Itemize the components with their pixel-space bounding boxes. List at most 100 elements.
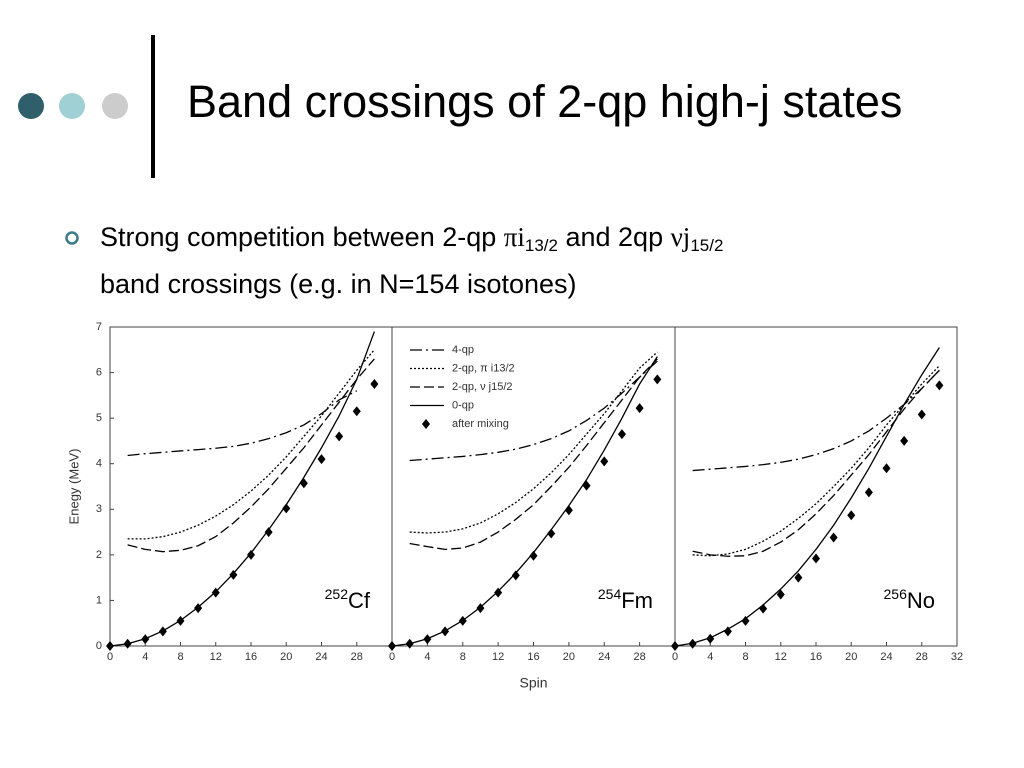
- data-point: [864, 487, 873, 498]
- series-line: [692, 365, 940, 557]
- data-point: [812, 553, 820, 564]
- x-tick-label: 16: [810, 651, 822, 663]
- series-line: [391, 356, 658, 647]
- x-tick-label: 4: [142, 651, 148, 663]
- subscript: 13/2: [524, 236, 558, 255]
- data-point: [776, 589, 785, 600]
- x-tick-label: 28: [634, 651, 646, 663]
- series-line: [692, 369, 940, 557]
- legend-marker: [422, 419, 430, 429]
- data-point: [706, 633, 715, 644]
- element-symbol: Cf: [348, 588, 371, 613]
- x-tick-label: 4: [424, 651, 430, 663]
- legend-label: 0-qp: [452, 399, 474, 411]
- data-point: [511, 570, 520, 581]
- data-point: [917, 409, 926, 420]
- data-point: [759, 603, 768, 614]
- data-point: [106, 641, 114, 651]
- series-line: [409, 360, 658, 462]
- data-point: [458, 615, 467, 626]
- decor-dot: [18, 93, 44, 119]
- bullet-line: band crossings (e.g. in N=154 isotones): [100, 269, 577, 299]
- x-tick-label: 28: [916, 651, 928, 663]
- data-point: [494, 587, 503, 598]
- data-point: [229, 569, 238, 580]
- data-point: [547, 528, 556, 539]
- x-tick-label: 8: [742, 651, 748, 663]
- legend-label: 2-qp, π i13/2: [452, 362, 515, 374]
- data-point: [635, 403, 644, 414]
- data-point: [370, 378, 379, 389]
- x-tick-label: 16: [245, 651, 257, 663]
- data-point: [882, 463, 891, 474]
- y-tick-label: 0: [96, 640, 102, 652]
- x-axis-label: Spin: [519, 675, 547, 691]
- data-point: [211, 587, 220, 598]
- legend-label: 4-qp: [452, 344, 474, 356]
- mass-number: 254: [598, 586, 622, 602]
- data-point: [653, 374, 662, 385]
- x-tick-label: 0: [107, 651, 113, 663]
- data-point: [847, 510, 856, 521]
- x-tick-label: 24: [880, 651, 892, 663]
- x-tick-label: 20: [845, 651, 857, 663]
- x-tick-label: 8: [460, 651, 466, 663]
- data-point: [335, 431, 344, 442]
- data-point: [264, 527, 273, 538]
- x-tick-label: 8: [177, 651, 183, 663]
- series-line: [127, 358, 375, 553]
- series-line: [127, 390, 358, 457]
- data-point: [564, 505, 573, 516]
- mass-number: 256: [884, 586, 908, 602]
- data-point: [405, 638, 414, 649]
- text: νj: [670, 222, 691, 252]
- subscript: 15/2: [690, 236, 724, 255]
- data-point: [529, 550, 538, 561]
- slide-title: Band crossings of 2-qp high-j states: [187, 76, 903, 127]
- data-point: [582, 480, 591, 491]
- data-point: [194, 603, 203, 614]
- x-tick-label: 12: [775, 651, 787, 663]
- x-tick-label: 0: [389, 651, 395, 663]
- x-tick-label: 28: [351, 651, 363, 663]
- x-tick-label: 32: [951, 651, 963, 663]
- nucleus-label: 256No: [884, 586, 935, 613]
- legend-label: after mixing: [452, 418, 509, 430]
- y-tick-label: 4: [96, 458, 102, 470]
- y-tick-label: 1: [96, 594, 102, 606]
- data-point: [671, 641, 679, 651]
- bullet: Strong competition between 2-qp πi13/2 a…: [100, 218, 723, 303]
- data-point: [688, 638, 697, 649]
- data-point: [723, 626, 732, 637]
- data-point: [935, 380, 944, 391]
- data-point: [176, 615, 185, 626]
- nucleus-label: 254Fm: [598, 586, 653, 613]
- x-tick-label: 4: [707, 651, 713, 663]
- data-point: [123, 638, 132, 649]
- series-line: [409, 358, 658, 551]
- x-tick-label: 24: [315, 651, 327, 663]
- data-point: [388, 641, 396, 651]
- data-point: [423, 634, 432, 645]
- data-point: [299, 478, 308, 489]
- element-symbol: No: [907, 588, 935, 613]
- series-line: [692, 369, 940, 472]
- data-point: [317, 454, 326, 465]
- decor-dot: [102, 93, 128, 119]
- element-symbol: Fm: [621, 588, 653, 613]
- series-line: [674, 347, 940, 647]
- y-tick-label: 7: [96, 321, 102, 333]
- x-tick-label: 16: [527, 651, 539, 663]
- text: and 2qp: [557, 222, 671, 252]
- y-tick-label: 5: [96, 412, 102, 424]
- y-tick-label: 2: [96, 549, 102, 561]
- x-tick-label: 12: [210, 651, 222, 663]
- decor-dot: [59, 93, 85, 119]
- y-axis-label: Enegy (MeV): [66, 449, 81, 525]
- data-point: [829, 532, 838, 543]
- data-point: [282, 503, 291, 514]
- x-tick-label: 24: [598, 651, 610, 663]
- series-line: [109, 331, 375, 647]
